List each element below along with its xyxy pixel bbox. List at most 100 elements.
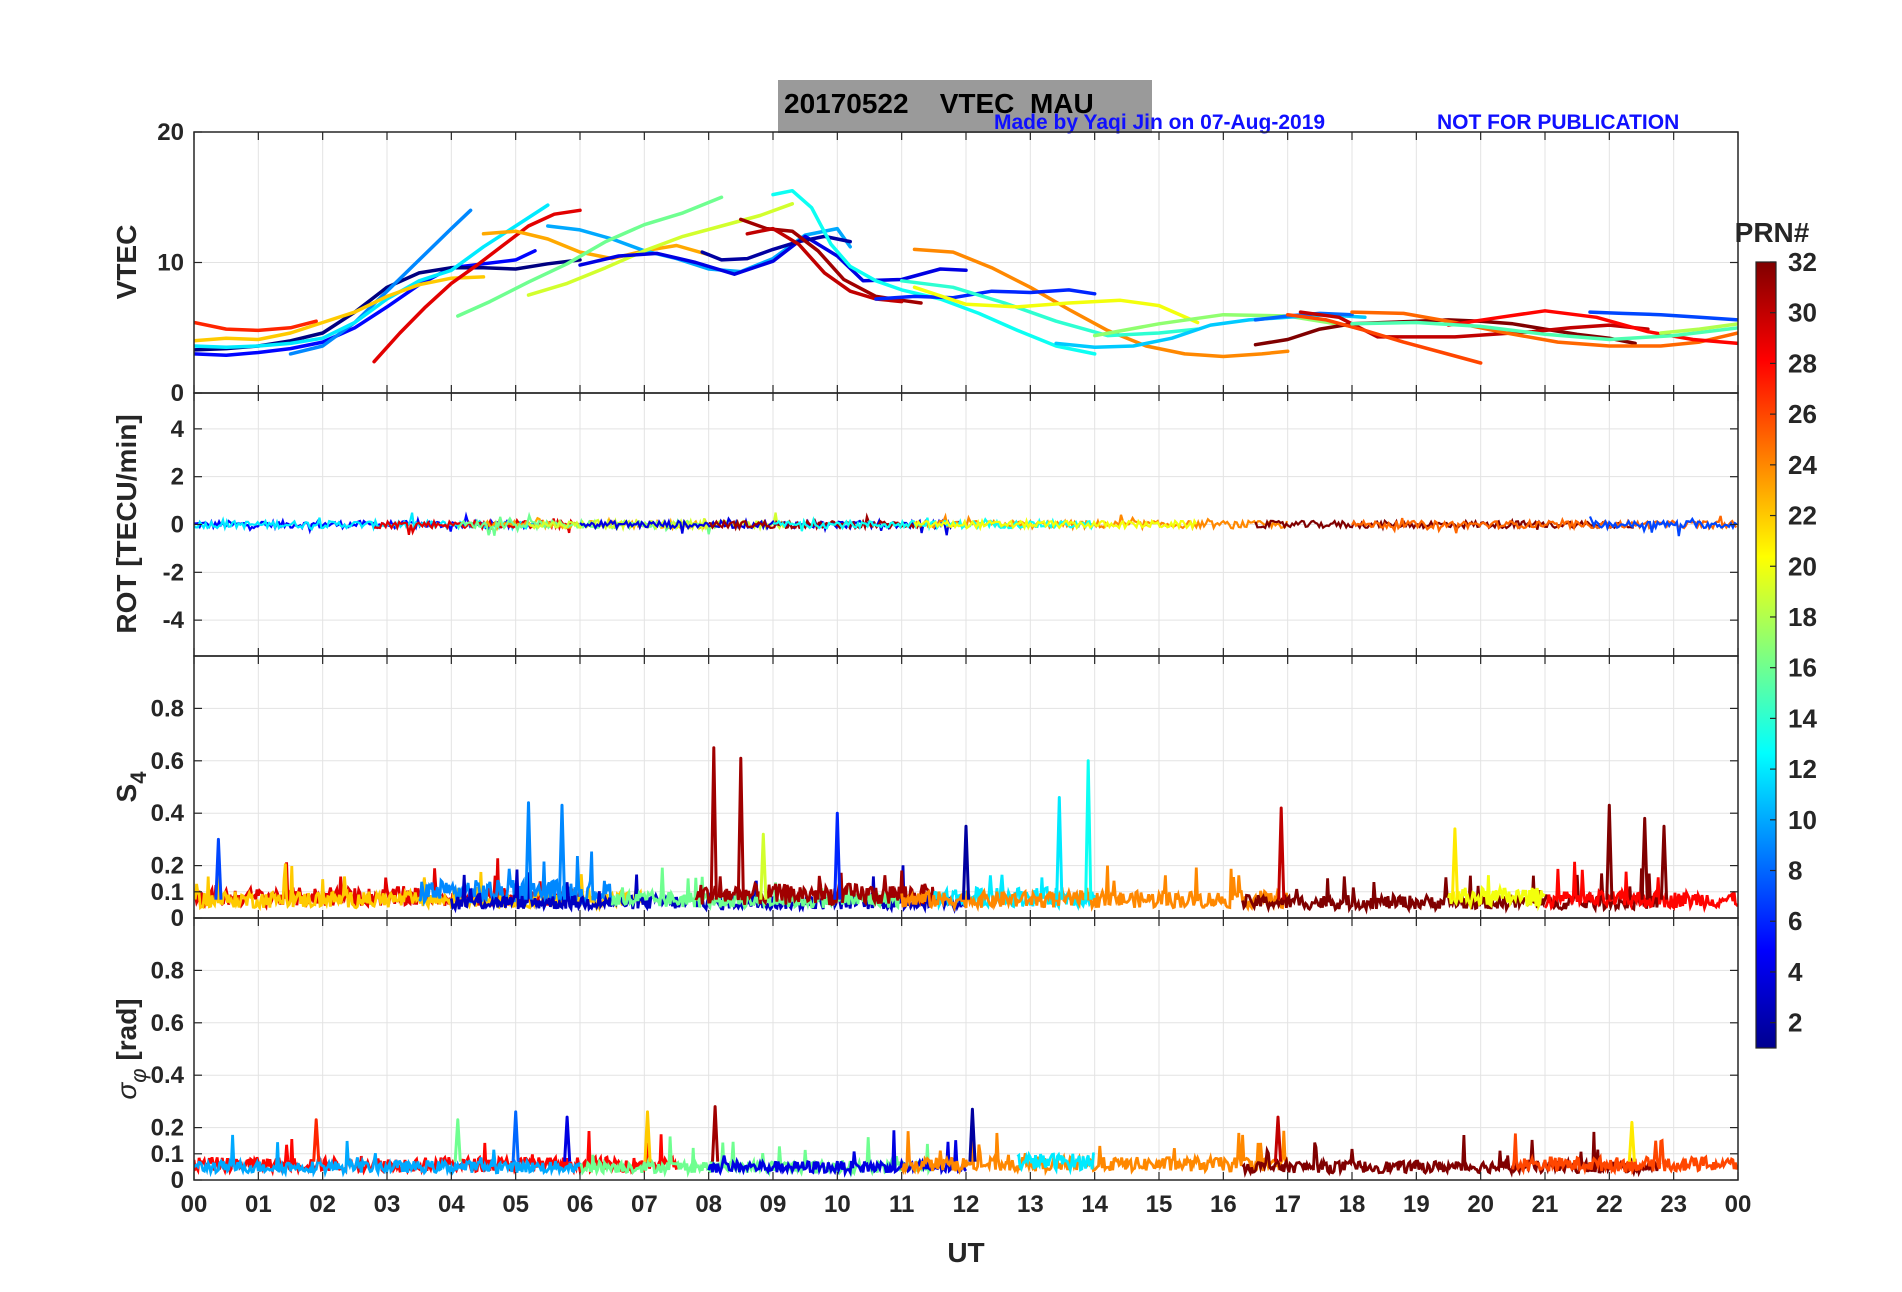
s4-series-prn-31 [694, 870, 936, 907]
sigma-peak-prn-21 [1627, 1120, 1636, 1162]
s4-peak-prn-30 [1277, 806, 1286, 900]
x-tick-label: 07 [631, 1191, 658, 1218]
s4-peak-prn-31 [736, 756, 745, 900]
s4-ytick-label: 0 [171, 905, 184, 932]
vtec-series-prn-10 [546, 224, 852, 274]
s4-peak-prn-32 [1659, 824, 1669, 900]
x-tick-label: 23 [1660, 1191, 1687, 1218]
colorbar-tick-label: 14 [1788, 703, 1817, 733]
vtec-series-prn-16 [456, 195, 724, 318]
sigma-ytick-label: 0.2 [151, 1115, 184, 1142]
colorbar-tick-label: 22 [1788, 501, 1817, 531]
title-box [778, 80, 1152, 133]
x-tick-label: 09 [760, 1191, 787, 1218]
x-tick-label: 00 [1725, 1191, 1752, 1218]
sigma-series-prn-24 [900, 1130, 1290, 1177]
rot-series-prn-25 [1351, 515, 1738, 534]
vtec-series-prn-22 [194, 275, 486, 343]
sigma-series-prn-10 [194, 1134, 582, 1178]
s4-ytick-label: 0.2 [151, 853, 184, 880]
s4-series-prn-28 [1543, 861, 1738, 914]
rot-ytick-label: 4 [171, 416, 185, 443]
s4-peak-prn-9 [557, 803, 567, 900]
publication-notice: NOT FOR PUBLICATION [1437, 111, 1680, 134]
vtec-series-prn-8 [1253, 311, 1354, 322]
x-tick-label: 18 [1339, 1191, 1366, 1218]
colorbar-tick-label: 16 [1788, 653, 1817, 683]
colorbar-tick-label: 4 [1788, 957, 1803, 987]
rot-ytick-label: 2 [171, 464, 184, 491]
vtec-series-prn-27 [194, 319, 318, 333]
colorbar-tick-label: 18 [1788, 602, 1817, 632]
sigma-ytick-label: 0 [171, 1167, 184, 1194]
colorbar-tick-label: 24 [1788, 450, 1817, 480]
colorbar-title: PRN# [1735, 217, 1810, 248]
credit-text: Made by Yaqi Jin on 07-Aug-2019 [994, 111, 1326, 134]
vtec-series-prn-18 [1659, 322, 1738, 335]
colorbar-tick-label: 10 [1788, 805, 1817, 835]
sigma-series-prn-28 [194, 1131, 678, 1177]
vtec-series-prn-23 [481, 229, 711, 261]
sigma-peak-prn-27 [312, 1118, 321, 1162]
s4-series-group [194, 746, 1738, 915]
vtec-series-prn-9 [288, 208, 473, 356]
vtec-series-prn-13 [771, 188, 1097, 356]
sigma-ytick-label: 0.6 [151, 1010, 184, 1037]
sigma-ylabel: σφ [rad] [111, 998, 151, 1099]
vtec-ytick-label: 20 [157, 119, 184, 146]
vtec-series-prn-5 [194, 249, 537, 357]
vtec-series-group [194, 188, 1738, 365]
sigma-ytick-label: 0.4 [151, 1062, 185, 1089]
sigma-peak-prn-22 [643, 1110, 652, 1162]
x-tick-label: 17 [1274, 1191, 1301, 1218]
vtec-series-prn-26 [1285, 312, 1483, 365]
x-tick-label: 15 [1146, 1191, 1173, 1218]
s4-ytick-label: 0.4 [151, 800, 185, 827]
sigma-peak-prn-31 [711, 1105, 720, 1162]
title-date: 20170522 [784, 88, 909, 119]
colorbar-tick-label: 32 [1788, 247, 1817, 277]
vtec-ytick-label: 0 [171, 380, 184, 407]
colorbar-tick-label: 28 [1788, 348, 1817, 378]
rot-series-group [194, 511, 1738, 537]
sigma-ytick-label: 0.1 [151, 1141, 184, 1168]
sigma-peak-prn-4 [563, 1115, 572, 1162]
sigma-peak-prn-16 [453, 1118, 462, 1162]
colorbar-tick-label: 20 [1788, 551, 1817, 581]
s4-peak-prn-9 [524, 801, 533, 900]
x-tick-label: 08 [695, 1191, 722, 1218]
rot-ytick-label: -4 [163, 607, 185, 634]
sigma-series-prn-12 [1016, 1150, 1095, 1176]
s4-peak-prn-21 [1450, 827, 1459, 900]
x-tick-label: 14 [1081, 1191, 1108, 1218]
vtec-series-prn-14 [899, 279, 1200, 338]
sigma-series-group [194, 1105, 1738, 1179]
rot-series-prn-7 [1588, 516, 1738, 537]
vtec-series-prn-6 [874, 288, 1097, 301]
vtec-series-prn-7 [1588, 310, 1738, 322]
s4-peak-prn-2 [961, 824, 971, 900]
vtec-series-prn-17 [1092, 312, 1354, 338]
colorbar-tick-label: 26 [1788, 399, 1817, 429]
s4-peak-prn-32 [1640, 816, 1649, 900]
x-tick-label: 13 [1017, 1191, 1044, 1218]
x-tick-label: 06 [567, 1191, 594, 1218]
colorbar-tick-label: 8 [1788, 856, 1802, 886]
x-tick-label: 04 [438, 1191, 465, 1218]
x-tick-label: 20 [1467, 1191, 1494, 1218]
x-tick-label: 10 [824, 1191, 851, 1218]
sigma-peak-prn-2 [968, 1107, 977, 1162]
vtec-series-prn-12 [194, 203, 550, 350]
s4-peak-prn-31 [709, 746, 718, 900]
colorbar-scale [1755, 261, 1777, 1049]
s4-peak-prn-12 [1055, 796, 1064, 900]
vtec-series-prn-20 [912, 285, 1200, 325]
vtec-ylabel: VTEC [111, 225, 142, 300]
x-tick-label: 01 [245, 1191, 272, 1218]
x-tick-label: 12 [953, 1191, 980, 1218]
x-tick-label: 11 [889, 1191, 914, 1218]
s4-ylabel: S4 [111, 771, 151, 803]
